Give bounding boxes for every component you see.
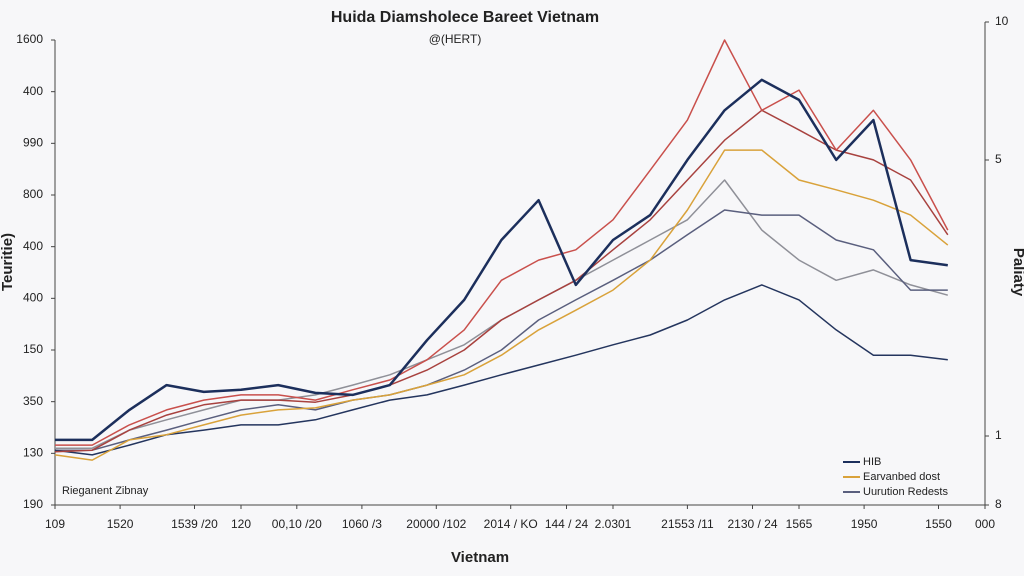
x-tick-label: 2.0301 xyxy=(595,517,632,531)
x-tick-label: 144 / 24 xyxy=(545,517,589,531)
y2-tick-label: 10 xyxy=(995,14,1009,28)
annotation: Rieganent Zibnay xyxy=(62,485,149,497)
y2-tick-label: 8 xyxy=(995,497,1002,511)
x-tick-label: 1060 /3 xyxy=(342,517,382,531)
x-tick-label: 120 xyxy=(231,517,251,531)
y-tick-label: 990 xyxy=(23,136,43,150)
chart-subtitle: @(HERT) xyxy=(429,32,482,46)
x-tick-label: 1539 /20 xyxy=(171,517,218,531)
series-line xyxy=(54,109,949,453)
y-tick-label: 400 xyxy=(23,291,43,305)
series-line xyxy=(55,179,949,449)
x-axis-title: Vietnam xyxy=(451,549,509,566)
y-tick-label: 350 xyxy=(23,394,43,408)
y-tick-label: 1600 xyxy=(16,32,43,46)
y2-tick-label: 1 xyxy=(995,428,1002,442)
chart-title: Huida Diamsholece Bareet Vietnam xyxy=(331,9,599,26)
y-tick-label: 400 xyxy=(23,239,43,253)
x-tick-label: 21553 /11 xyxy=(661,517,714,531)
x-tick-label: 00,10 /20 xyxy=(272,517,322,531)
series-line xyxy=(55,78,948,442)
y-tick-label: 800 xyxy=(23,187,43,201)
x-tick-label: 109 xyxy=(45,517,65,531)
y-tick-label: 190 xyxy=(23,497,43,511)
legend-label: Earvanbed dost xyxy=(863,471,940,483)
y-tick-label: 150 xyxy=(23,342,43,356)
series-line xyxy=(54,149,949,461)
series-line xyxy=(55,209,948,451)
x-tick-label: 1950 xyxy=(851,517,878,531)
series-line xyxy=(54,284,948,456)
x-tick-label: 20000 /102 xyxy=(406,517,466,531)
y2-tick-label: 5 xyxy=(995,152,1002,166)
x-tick-label: 2130 / 24 xyxy=(727,517,777,531)
legend-label: HIB xyxy=(863,456,881,468)
y-tick-label: 130 xyxy=(23,446,43,460)
legend-label: Uurution Redests xyxy=(863,486,948,498)
series-line xyxy=(55,39,949,446)
x-tick-label: 1520 xyxy=(107,517,134,531)
x-tick-label: 1550 xyxy=(925,517,952,531)
x-tick-label: 1565 xyxy=(786,517,813,531)
x-tick-label: 2014 / KO xyxy=(484,517,538,531)
y-tick-label: 400 xyxy=(23,84,43,98)
x-tick-label: 000 xyxy=(975,517,995,531)
y2-axis-title: Paliaty xyxy=(1010,248,1024,297)
y-axis-title: Teuritie) xyxy=(0,233,16,291)
